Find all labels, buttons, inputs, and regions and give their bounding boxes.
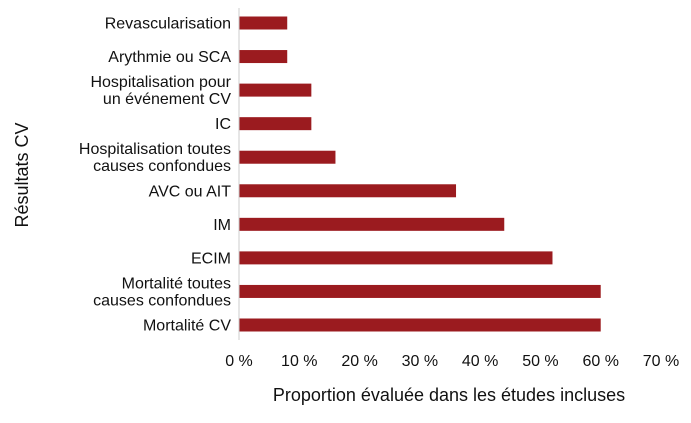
bar (239, 284, 601, 298)
category-label: Arythmie ou SCA (108, 49, 231, 66)
bar (239, 50, 288, 64)
x-tick-labels: 0 % 10 % 20 % 30 % 40 % 50 % 60 % 70 % (225, 353, 679, 370)
bars-group (239, 16, 601, 332)
x-tick-label: 0 % (225, 353, 253, 370)
category-label: IM (213, 217, 231, 234)
category-label: Hospitalisation pour un événement CV (90, 74, 231, 108)
x-axis-title: Proportion évaluée dans les études inclu… (273, 385, 625, 405)
x-tick-label: 50 % (522, 353, 558, 370)
x-tick-label: 60 % (582, 353, 618, 370)
bar (239, 251, 553, 265)
category-label: Hospitalisation toutes causes confondues (79, 141, 231, 175)
bar (239, 150, 336, 164)
category-label: ECIM (191, 250, 231, 267)
y-axis-title: Résultats CV (12, 122, 32, 227)
category-label: IC (215, 116, 231, 133)
category-label: Mortalité CV (143, 318, 231, 335)
bar (239, 318, 601, 332)
bar (239, 184, 457, 198)
x-tick-label: 70 % (643, 353, 679, 370)
bar (239, 117, 312, 131)
bar (239, 16, 288, 30)
category-label: Revascularisation (105, 16, 231, 33)
x-tick-label: 30 % (402, 353, 438, 370)
bar (239, 83, 312, 97)
x-tick-label: 10 % (281, 353, 317, 370)
category-label: AVC ou AIT (149, 183, 232, 200)
category-label: Mortalité toutes causes confondues (93, 275, 231, 309)
x-tick-label: 40 % (462, 353, 498, 370)
category-labels: Revascularisation Arythmie ou SCA Hospital… (79, 16, 232, 335)
x-tick-label: 20 % (341, 353, 377, 370)
bar (239, 217, 505, 231)
